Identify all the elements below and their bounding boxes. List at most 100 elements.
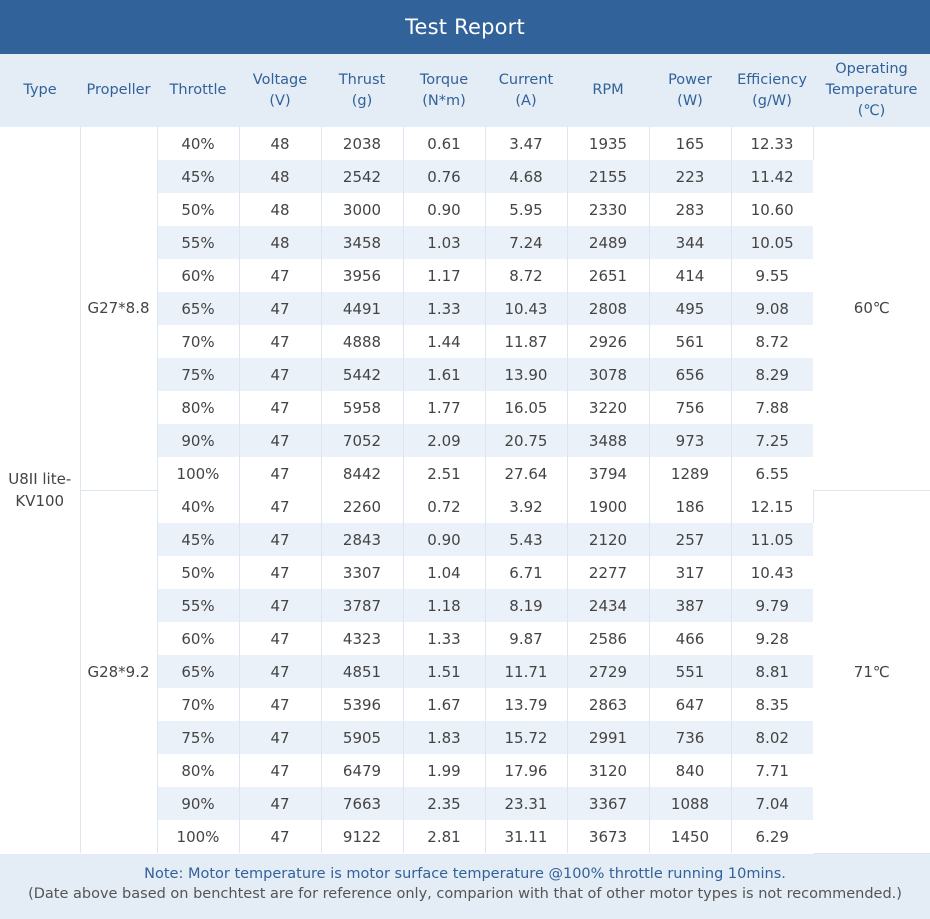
torque-cell: 2.09 [403,424,486,457]
table-row: 60% 47 4323 1.33 9.87 2586 466 9.28 [0,622,930,655]
efficiency-cell: 10.43 [750,563,794,582]
power-cell: 495 [649,292,732,325]
table-row: 80% 47 6479 1.99 17.96 3120 840 7.71 [0,754,930,787]
voltage-cell: 47 [239,424,322,457]
torque-cell: 1.61 [403,358,486,391]
torque-cell: 1.03 [403,226,486,259]
power-cell: 656 [649,358,732,391]
current-cell: 11.87 [485,325,568,358]
power-cell: 414 [649,259,732,292]
table-row: 90% 47 7663 2.35 23.31 3367 1088 7.04 [0,787,930,820]
torque-cell: 1.67 [403,688,486,721]
column-header-line: (℃) [857,103,886,119]
thrust-cell: 5396 [321,688,404,721]
table-row: 55% 48 3458 1.03 7.24 2489 344 10.05 [0,226,930,259]
voltage-cell: 47 [239,655,322,688]
rpm-cell: 3220 [567,391,650,424]
power-cell: 317 [649,556,732,589]
torque-cell: 1.99 [403,754,486,787]
torque-cell: 0.76 [403,160,486,193]
table-row: 45% 47 2843 0.90 5.43 2120 257 11.05 [0,523,930,556]
header-row: Type Propeller Throttle Voltage (V) Thrust (g)… [0,54,930,127]
voltage-cell: 47 [239,556,322,589]
rpm-cell: 3673 [567,820,650,853]
voltage-cell: 47 [239,622,322,655]
power-cell: 186 [649,490,732,523]
table-row: U8II lite- KV100 G27*8.8 40% 48 2038 0.61 3.47 1… [0,127,930,853]
torque-cell: 1.83 [403,721,486,754]
torque-cell: 1.17 [403,259,486,292]
rpm-cell: 2434 [567,589,650,622]
column-header-line: Type [23,82,57,98]
current-cell: 20.75 [485,424,568,457]
current-cell: 8.19 [485,589,568,622]
throttle-cell: 50% [157,556,240,589]
power-cell: 257 [649,523,732,556]
torque-cell: 0.72 [403,490,486,523]
column-header-line: (A) [515,92,537,109]
throttle-cell: 80% [157,391,240,424]
throttle-cell: 70% [157,688,240,721]
thrust-cell: 3000 [321,193,404,226]
column-header-line: Power [668,71,712,88]
current-cell: 3.92 [485,490,568,523]
voltage-cell: 47 [239,259,322,292]
power-cell: 1088 [649,787,732,820]
current-cell: 3.47 [485,127,568,160]
rpm-cell: 3367 [567,787,650,820]
voltage-cell: 48 [239,127,322,160]
voltage-cell: 48 [239,226,322,259]
column-header-line: (N*m) [422,92,466,109]
voltage-cell: 47 [239,787,322,820]
throttle-cell: 40% [157,127,240,160]
thrust-cell: 4491 [321,292,404,325]
thrust-cell: 9122 [321,820,404,853]
thrust-cell: 2542 [321,160,404,193]
power-cell: 1450 [649,820,732,853]
column-header-type: Type [0,54,80,127]
power-cell: 344 [649,226,732,259]
motor-type-cell: U8II lite- KV100 [0,127,81,853]
efficiency-cell: 9.79 [731,589,813,622]
column-header-line: Operating [835,61,908,77]
thrust-cell: 4323 [321,622,404,655]
torque-cell: 1.33 [403,622,486,655]
current-cell: 10.43 [485,292,568,325]
rpm-cell: 2330 [567,193,650,226]
voltage-cell: 47 [239,523,322,556]
current-cell: 5.43 [485,523,568,556]
efficiency-cell: 10.05 [731,226,813,259]
power-cell: 561 [649,325,732,358]
thrust-cell: 4888 [321,325,404,358]
thrust-cell: 5905 [321,721,404,754]
throttle-cell: 75% [157,358,240,391]
motor-type-line: U8II lite- [8,470,72,488]
table-row: 45% 48 2542 0.76 4.68 2155 223 11.42 [0,160,930,193]
rpm-cell: 2991 [567,721,650,754]
torque-cell: 1.51 [403,655,486,688]
column-header-line: Propeller [86,82,151,98]
power-cell: 647 [649,688,732,721]
power-cell: 736 [649,721,732,754]
voltage-cell: 47 [239,358,322,391]
current-cell: 6.71 [485,556,568,589]
voltage-cell: 48 [239,193,322,226]
column-header-torque: Torque (N*m) [403,54,485,127]
table-row: 65% 47 4491 1.33 10.43 2808 495 9.08 [0,292,930,325]
thrust-cell: 8442 [321,457,404,490]
thrust-cell: 6479 [321,754,404,787]
throttle-cell: 55% [157,226,240,259]
column-header-operating-temperature: Operating Temperature (℃) [813,54,930,127]
torque-cell: 1.04 [403,556,486,589]
table-row: 75% 47 5442 1.61 13.90 3078 656 8.29 [0,358,930,391]
power-cell: 840 [649,754,732,787]
current-cell: 7.24 [485,226,568,259]
thrust-cell: 4851 [321,655,404,688]
efficiency-cell: 12.15 [731,490,814,523]
torque-cell: 1.77 [403,391,486,424]
thrust-cell: 7663 [321,787,404,820]
rpm-cell: 2489 [567,226,650,259]
power-cell: 756 [649,391,732,424]
current-cell: 13.79 [485,688,568,721]
torque-cell: 2.35 [403,787,486,820]
